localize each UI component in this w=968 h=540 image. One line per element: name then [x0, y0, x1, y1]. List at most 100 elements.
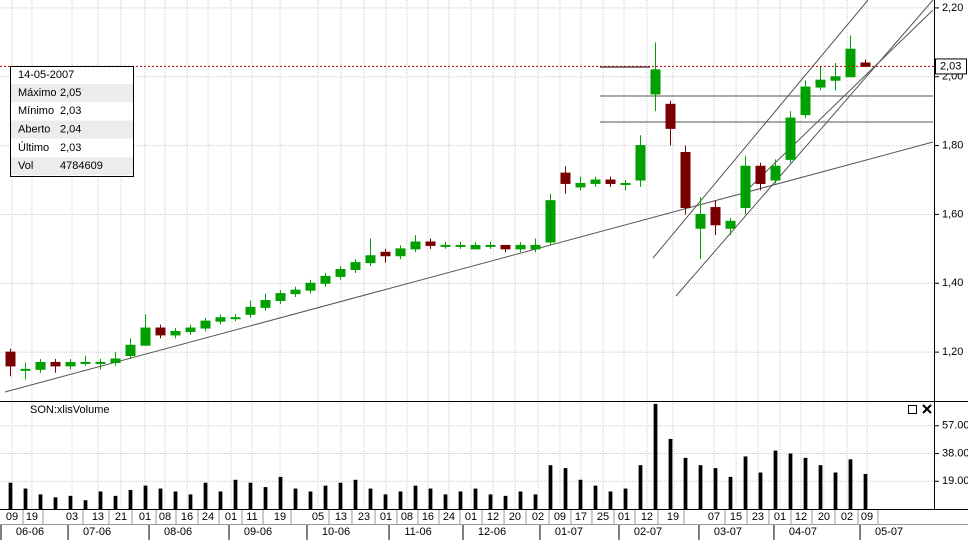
candle-body [425, 241, 436, 246]
candle-body [305, 282, 316, 291]
volume-bar [128, 490, 133, 509]
volume-bar [833, 472, 838, 509]
y-tick-label: 1,80 [942, 140, 963, 152]
y-tick-label: 1,40 [942, 277, 963, 289]
candle-body [95, 361, 106, 364]
x-tick-label: 05 [312, 511, 324, 523]
candle-body [35, 361, 46, 370]
volume-bar [803, 457, 808, 509]
volume-bar [848, 459, 853, 509]
volume-bar [83, 500, 88, 509]
candle-body [530, 244, 541, 250]
volume-bar [248, 482, 253, 509]
maximize-button[interactable] [908, 405, 917, 414]
candle-body [185, 327, 196, 332]
candle-body [410, 241, 421, 250]
candle-body [335, 269, 346, 277]
info-date: 14-05-2007 [18, 69, 74, 81]
last-price-label: 2,03 [940, 60, 961, 72]
x-tick-label: 23 [752, 511, 764, 523]
x-tick-label: 13 [335, 511, 347, 523]
candle-body [380, 251, 391, 257]
volume-bar [278, 476, 283, 509]
info-label: Aberto [18, 124, 50, 136]
candle-body [515, 244, 526, 250]
volume-bar [143, 485, 148, 509]
x-tick-label: 12 [487, 511, 499, 523]
candle-body [110, 358, 121, 363]
info-label: Mínimo [18, 105, 54, 117]
volume-bar [488, 494, 493, 509]
volume-bar [173, 491, 178, 509]
candle-body [665, 103, 676, 129]
volume-bar [623, 488, 628, 509]
x-tick-label: 09 [861, 511, 873, 523]
month-label: 12-06 [478, 526, 506, 538]
volume-bar [188, 494, 193, 509]
candle-body [725, 220, 736, 229]
candle-body [635, 145, 646, 181]
volume-bar [458, 491, 463, 509]
month-label: 06-06 [16, 526, 44, 538]
candle-body [155, 327, 166, 336]
candle-body [695, 213, 706, 229]
candle-body [260, 299, 271, 308]
x-tick-label: 01 [618, 511, 630, 523]
volume-bar [293, 488, 298, 509]
candle-body [845, 48, 856, 78]
info-value: 4784609 [60, 160, 103, 172]
candle-body [470, 244, 481, 250]
info-value: 2,03 [60, 105, 81, 117]
volume-bar [788, 453, 793, 509]
volume-bar [38, 494, 43, 509]
y-tick-label: 38.00 [942, 447, 968, 459]
candle-body [170, 330, 181, 336]
month-label: 02-07 [634, 526, 662, 538]
x-tick-label: 12 [641, 511, 653, 523]
candle-body [830, 76, 841, 81]
volume-bar [413, 485, 418, 509]
y-tick-label: 57.00 [942, 420, 968, 432]
candle-body [215, 317, 226, 322]
x-tick-label: 16 [181, 511, 193, 523]
volume-bar [638, 465, 643, 509]
info-label: Máximo [18, 87, 57, 99]
info-row-bg [11, 84, 133, 102]
candle-body [50, 361, 61, 367]
x-tick-label: 24 [202, 511, 214, 523]
info-value: 2,03 [60, 142, 81, 154]
volume-bar [548, 465, 553, 509]
channel-line [675, 0, 934, 297]
candle-body [770, 165, 781, 181]
volume-bar [533, 494, 538, 509]
candle-body [500, 244, 511, 250]
volume-bar [713, 468, 718, 509]
info-value: 2,04 [60, 124, 81, 136]
close-button[interactable] [922, 404, 932, 414]
volume-bar [368, 488, 373, 509]
x-tick-label: 24 [443, 511, 455, 523]
info-row-bg [11, 120, 133, 139]
candle-body [200, 320, 211, 329]
volume-bar [743, 456, 748, 509]
candle-body [815, 79, 826, 88]
info-row-bg [11, 157, 133, 176]
month-label: 01-07 [555, 526, 583, 538]
volume-bar [68, 495, 73, 509]
volume-bar [8, 482, 13, 509]
volume-bar [563, 468, 568, 509]
volume-bar [578, 479, 583, 509]
candle-body [65, 361, 76, 367]
x-tick-label: 02 [532, 511, 544, 523]
volume-bar [473, 488, 478, 509]
volume-bar [518, 491, 523, 509]
candle-body [140, 327, 151, 346]
info-label: Vol [18, 160, 33, 172]
candle-body [20, 368, 31, 371]
x-tick-label: 12 [795, 511, 807, 523]
x-tick-label: 09 [554, 511, 566, 523]
info-label: Último [18, 141, 49, 154]
close-icon [922, 404, 932, 414]
channel-line [744, 9, 934, 193]
